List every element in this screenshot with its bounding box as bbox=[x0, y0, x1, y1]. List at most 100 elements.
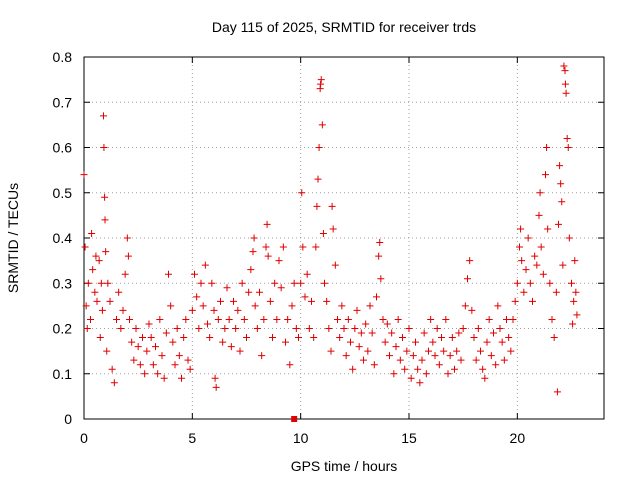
data-point bbox=[327, 347, 335, 355]
data-point bbox=[563, 134, 571, 142]
data-point bbox=[503, 315, 510, 323]
data-point bbox=[238, 279, 246, 287]
data-point bbox=[405, 325, 413, 332]
data-point bbox=[555, 220, 562, 228]
data-point bbox=[455, 329, 463, 337]
data-point bbox=[145, 320, 153, 328]
data-point bbox=[531, 252, 539, 260]
data-point bbox=[165, 270, 172, 278]
data-point bbox=[383, 320, 391, 328]
data-point bbox=[355, 343, 363, 351]
x-axis-label: GPS time / hours bbox=[291, 458, 398, 474]
data-point bbox=[308, 297, 315, 305]
data-point bbox=[106, 297, 114, 305]
data-point bbox=[180, 334, 188, 342]
data-point bbox=[236, 347, 244, 355]
data-point bbox=[211, 374, 219, 382]
data-point bbox=[373, 293, 380, 301]
data-point bbox=[156, 315, 164, 323]
data-point bbox=[573, 311, 581, 319]
y-axis-label: SRMTID / TECUs bbox=[5, 183, 21, 293]
data-point bbox=[130, 356, 138, 364]
data-point bbox=[266, 297, 274, 305]
data-point bbox=[444, 370, 452, 378]
data-point bbox=[331, 261, 339, 269]
data-points bbox=[80, 62, 581, 422]
data-point bbox=[490, 329, 497, 337]
data-point bbox=[334, 315, 341, 323]
data-point bbox=[543, 144, 551, 151]
data-point bbox=[379, 315, 387, 323]
data-point bbox=[91, 288, 99, 296]
data-point bbox=[500, 356, 508, 364]
data-point bbox=[481, 374, 489, 382]
data-point bbox=[336, 334, 344, 342]
data-point bbox=[160, 374, 168, 382]
data-point bbox=[318, 121, 326, 129]
data-point bbox=[509, 315, 517, 323]
data-point bbox=[329, 225, 337, 233]
data-point bbox=[422, 370, 430, 378]
data-point bbox=[513, 279, 521, 287]
data-point bbox=[546, 279, 554, 287]
data-point bbox=[121, 270, 129, 278]
data-point bbox=[305, 325, 313, 332]
data-point bbox=[524, 234, 532, 242]
data-point bbox=[223, 284, 231, 292]
data-point bbox=[562, 89, 570, 97]
data-point bbox=[386, 352, 393, 360]
data-point bbox=[251, 302, 259, 310]
data-point bbox=[247, 266, 255, 274]
data-point bbox=[188, 306, 196, 314]
data-point bbox=[561, 67, 569, 75]
data-point bbox=[97, 279, 105, 287]
data-point bbox=[451, 365, 458, 373]
data-point bbox=[539, 270, 547, 278]
data-point bbox=[154, 370, 162, 378]
data-point bbox=[298, 189, 306, 197]
data-point bbox=[182, 315, 190, 323]
data-point bbox=[461, 302, 469, 310]
data-point bbox=[128, 338, 136, 346]
data-point bbox=[435, 361, 443, 369]
data-point bbox=[206, 334, 214, 342]
data-point bbox=[123, 234, 131, 242]
data-point bbox=[141, 370, 149, 378]
x-tick-label: 10 bbox=[293, 430, 309, 446]
data-point bbox=[119, 306, 127, 314]
data-point bbox=[433, 325, 441, 332]
data-point bbox=[464, 275, 471, 283]
data-point bbox=[518, 257, 526, 265]
data-point bbox=[184, 356, 192, 364]
data-point bbox=[171, 361, 179, 369]
data-point bbox=[394, 315, 402, 323]
data-point bbox=[89, 266, 97, 274]
data-point bbox=[313, 202, 321, 210]
data-point bbox=[550, 334, 558, 342]
data-point bbox=[169, 338, 177, 346]
data-point bbox=[565, 234, 573, 242]
data-point bbox=[279, 243, 287, 251]
data-point bbox=[204, 320, 211, 328]
data-point bbox=[199, 302, 207, 310]
data-point bbox=[193, 293, 201, 301]
data-point bbox=[299, 243, 307, 251]
data-point bbox=[232, 325, 240, 332]
data-point bbox=[370, 361, 378, 369]
data-point bbox=[315, 144, 323, 151]
data-point bbox=[559, 261, 567, 269]
outlier-marker bbox=[291, 416, 298, 422]
data-point bbox=[250, 234, 258, 242]
data-point bbox=[403, 347, 411, 355]
data-point bbox=[472, 356, 480, 364]
data-point bbox=[516, 243, 523, 251]
data-point bbox=[319, 229, 327, 237]
data-point bbox=[477, 347, 484, 355]
x-tick-labels: 0 5 10 15 20 bbox=[80, 430, 525, 446]
data-point bbox=[303, 270, 311, 278]
data-point bbox=[143, 347, 151, 355]
data-point bbox=[214, 315, 222, 323]
data-point bbox=[338, 302, 346, 310]
data-point bbox=[262, 243, 270, 251]
y-tick-label: 0.8 bbox=[53, 49, 73, 65]
